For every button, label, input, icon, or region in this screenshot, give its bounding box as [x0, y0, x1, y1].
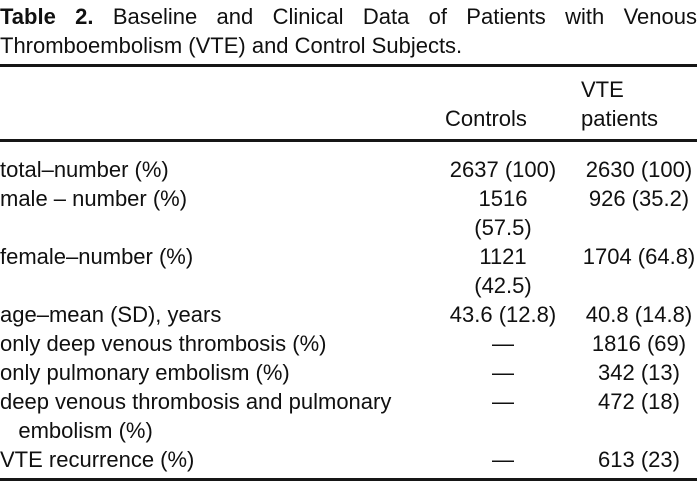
- table-row: only pulmonary embolism (%) — 342 (13): [0, 358, 697, 387]
- vte-value-cell: 2630 (100): [585, 157, 693, 182]
- table-row: only deep venous thrombosis (%) — 1816 (…: [0, 329, 697, 358]
- vte-value-cell: 472 (18): [598, 389, 680, 414]
- controls-value-cell: —: [492, 360, 514, 385]
- table-row: age–mean (SD), years 43.6 (12.8) 40.8 (1…: [0, 300, 697, 329]
- controls-value-cell: —: [492, 389, 514, 414]
- controls-value-cell: 1121 (42.5): [474, 244, 532, 298]
- vte-value-cell: 40.8 (14.8): [585, 302, 693, 327]
- vte-value-cell: 926 (35.2): [588, 186, 690, 211]
- controls-value-cell: 1516 (57.5): [474, 186, 532, 240]
- row-label-cell: only pulmonary embolism (%): [0, 360, 290, 385]
- row-label-cell: male – number (%): [0, 186, 188, 211]
- table-row: female–number (%) 1121 (42.5) 1704 (64.8…: [0, 242, 697, 300]
- vte-value-cell: 1704 (64.8): [582, 244, 696, 269]
- row-label-cell: only deep venous thrombosis (%): [0, 331, 327, 356]
- row-label-cell: deep venous thrombosis and pulmonary emb…: [0, 389, 392, 443]
- table-body: total–number (%) 2637 (100) 2630 (100) m…: [0, 141, 697, 480]
- row-label-cell: age–mean (SD), years: [0, 302, 222, 327]
- vte-value-cell: 342 (13): [598, 360, 680, 385]
- vte-value-cell: 613 (23): [598, 447, 680, 472]
- vte-value-cell: 1816 (69): [591, 331, 687, 356]
- table-row: male – number (%) 1516 (57.5) 926 (35.2): [0, 184, 697, 242]
- header-row: Controls VTE patients: [0, 65, 697, 142]
- column-header-controls: Controls: [445, 65, 561, 142]
- table-header: Controls VTE patients: [0, 65, 697, 142]
- row-label-cell: female–number (%): [0, 244, 194, 269]
- controls-value-cell: 43.6 (12.8): [449, 302, 557, 327]
- table-caption-text: Baseline and Clinical Data of Patients w…: [0, 4, 697, 58]
- row-label-cell: VTE recurrence (%): [0, 447, 195, 472]
- row-label-cell: total–number (%): [0, 157, 169, 182]
- table-caption-number: Table 2.: [0, 4, 94, 29]
- table-row: VTE recurrence (%) — 613 (23): [0, 445, 697, 480]
- baseline-clinical-data-table: Controls VTE patients total–number (%) 2…: [0, 64, 697, 481]
- table-caption: Table 2. Baseline and Clinical Data of P…: [0, 0, 697, 64]
- controls-value-cell: —: [492, 331, 514, 356]
- controls-value-cell: 2637 (100): [449, 157, 557, 182]
- table-row: deep venous thrombosis and pulmonary emb…: [0, 387, 697, 445]
- controls-value-cell: —: [492, 447, 514, 472]
- table-row: total–number (%) 2637 (100) 2630 (100): [0, 141, 697, 185]
- empty-header-cell: [0, 65, 445, 142]
- column-header-vte-patients: VTE patients: [561, 65, 697, 142]
